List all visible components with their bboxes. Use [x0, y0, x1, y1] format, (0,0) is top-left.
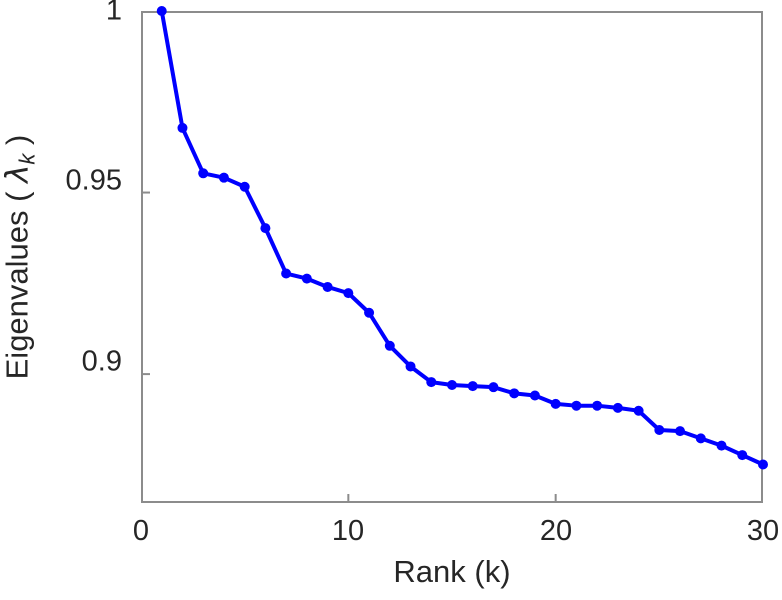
plot-axes-box: [141, 11, 763, 503]
y-tick-label-0.95: 0.95: [65, 164, 122, 197]
y-tick-label-0.9: 0.9: [81, 345, 122, 378]
lambda-subscript: k: [14, 153, 40, 165]
y-axis-title-suffix: ): [0, 134, 35, 154]
y-axis-title: Eigenvalues ( λk ): [0, 134, 40, 380]
x-tick-label-10: 10: [331, 515, 365, 547]
y-axis-title-wrap: Eigenvalues ( λk ): [0, 11, 40, 503]
x-tick-label-20: 20: [539, 515, 573, 547]
y-tick-label-1: 1: [105, 0, 122, 27]
x-axis-title: Rank (k): [393, 554, 511, 589]
lambda-symbol: λ: [0, 164, 36, 183]
x-tick-label-0: 0: [132, 515, 150, 547]
y-axis-title-prefix: Eigenvalues (: [0, 182, 35, 380]
x-tick-label-30: 30: [746, 515, 780, 547]
